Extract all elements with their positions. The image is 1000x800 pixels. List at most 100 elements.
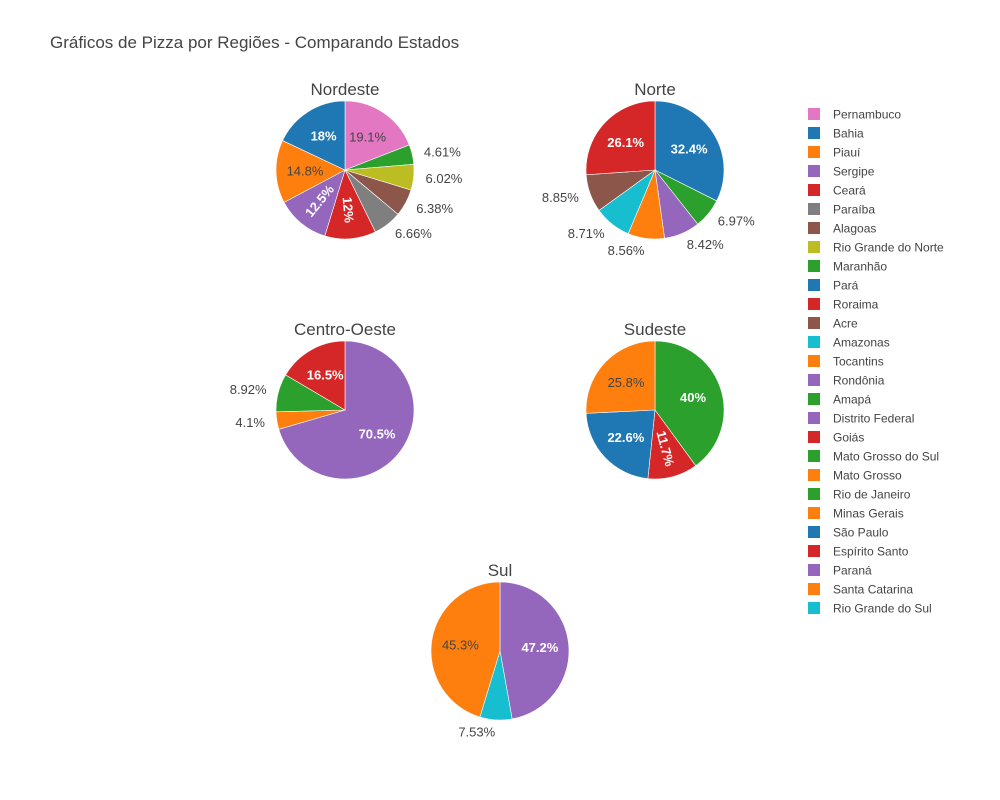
pie-slice-minas-gerais[interactable] — [585, 340, 656, 414]
legend-swatch-goias[interactable] — [808, 431, 820, 443]
legend-swatch-minas-gerais[interactable] — [808, 507, 820, 519]
legend-swatch-acre[interactable] — [808, 317, 820, 329]
legend-label-rio-de-janeiro[interactable]: Rio de Janeiro — [833, 488, 911, 502]
legend-label-parana[interactable]: Paraná — [833, 564, 872, 578]
legend-swatch-rio-grande-do-sul[interactable] — [808, 602, 820, 614]
legend-label-espirito-santo[interactable]: Espírito Santo — [833, 545, 909, 559]
legend-swatch-santa-catarina[interactable] — [808, 583, 820, 595]
legend-swatch-sao-paulo[interactable] — [808, 526, 820, 538]
slice-label-goias: 16.5% — [307, 368, 344, 383]
pie-slice-para[interactable] — [654, 100, 725, 202]
legend-label-acre[interactable]: Acre — [833, 317, 858, 331]
slice-label-maranhao: 4.61% — [424, 144, 461, 159]
pie-nordeste: Nordeste19.1%4.61%6.02%6.38%6.66%12%12.5… — [275, 80, 463, 241]
legend-swatch-alagoas[interactable] — [808, 222, 820, 234]
legend-swatch-rio-grande-do-norte[interactable] — [808, 241, 820, 253]
pie-title: Norte — [634, 80, 676, 99]
legend-swatch-maranhao[interactable] — [808, 260, 820, 272]
slice-label-minas-gerais: 25.8% — [608, 375, 645, 390]
pie-slice-pernambuco[interactable] — [344, 100, 410, 171]
slice-label-rio-grande-do-sul: 7.53% — [458, 724, 495, 739]
legend-swatch-bahia[interactable] — [808, 127, 820, 139]
legend-label-ceara[interactable]: Ceará — [833, 184, 866, 198]
legend-label-distrito-federal[interactable]: Distrito Federal — [833, 412, 914, 426]
legend-swatch-parana[interactable] — [808, 564, 820, 576]
legend-swatch-amazonas[interactable] — [808, 336, 820, 348]
legend-swatch-mato-grosso-do-sul[interactable] — [808, 450, 820, 462]
legend-label-minas-gerais[interactable]: Minas Gerais — [833, 507, 904, 521]
slice-label-acre: 8.85% — [542, 190, 579, 205]
pie-title: Sudeste — [624, 320, 686, 339]
legend-swatch-paraiba[interactable] — [808, 203, 820, 215]
legend-swatch-rondonia[interactable] — [808, 374, 820, 386]
legend-label-rio-grande-do-sul[interactable]: Rio Grande do Sul — [833, 602, 932, 616]
pie-charts-group: Nordeste19.1%4.61%6.02%6.38%6.66%12%12.5… — [230, 80, 755, 739]
slice-label-ceara: 12% — [340, 196, 357, 224]
legend-label-mato-grosso[interactable]: Mato Grosso — [833, 469, 902, 483]
legend-label-pernambuco[interactable]: Pernambuco — [833, 108, 901, 122]
slice-label-amapa: 6.97% — [718, 214, 755, 229]
slice-label-mato-grosso: 4.1% — [235, 415, 265, 430]
slice-label-santa-catarina: 45.3% — [442, 638, 479, 653]
legend-swatch-amapa[interactable] — [808, 393, 820, 405]
legend-swatch-roraima[interactable] — [808, 298, 820, 310]
slice-label-alagoas: 6.38% — [416, 201, 453, 216]
slice-label-rondonia: 8.42% — [687, 237, 724, 252]
legend-swatch-piaui[interactable] — [808, 146, 820, 158]
slice-label-piaui: 14.8% — [287, 164, 324, 179]
legend-label-paraiba[interactable]: Paraíba — [833, 203, 875, 217]
legend-label-alagoas[interactable]: Alagoas — [833, 222, 876, 236]
pie-slice-roraima[interactable] — [585, 100, 656, 176]
slice-label-paraiba: 6.66% — [395, 226, 432, 241]
legend-label-amapa[interactable]: Amapá — [833, 393, 871, 407]
legend[interactable]: Pernambuco Bahia Piauí Sergipe Ceará Paraíba A… — [808, 108, 944, 616]
pie-norte: Norte 32.4% 6.97% 8.42% 8.56%8.71% 8.85% 26.1% — [542, 80, 755, 258]
legend-label-sergipe[interactable]: Sergipe — [833, 165, 875, 179]
legend-label-piaui[interactable]: Piauí — [833, 146, 861, 160]
legend-label-maranhao[interactable]: Maranhão — [833, 260, 887, 274]
legend-label-bahia[interactable]: Bahia — [833, 127, 864, 141]
legend-swatch-tocantins[interactable] — [808, 355, 820, 367]
slice-label-amazonas: 8.71% — [568, 226, 605, 241]
pie-title: Centro-Oeste — [294, 320, 396, 339]
legend-swatch-rio-de-janeiro[interactable] — [808, 488, 820, 500]
legend-label-para[interactable]: Pará — [833, 279, 859, 293]
legend-label-tocantins[interactable]: Tocantins — [833, 355, 884, 369]
slice-label-bahia: 18% — [311, 129, 337, 144]
legend-label-rio-grande-do-norte[interactable]: Rio Grande do Norte — [833, 241, 944, 255]
pie-title: Nordeste — [311, 80, 380, 99]
legend-label-rondonia[interactable]: Rondônia — [833, 374, 885, 388]
pie-slice-santa-catarina[interactable] — [430, 581, 501, 718]
legend-swatch-espirito-santo[interactable] — [808, 545, 820, 557]
slice-label-roraima: 26.1% — [607, 135, 644, 150]
chart-main-title: Gráficos de Pizza por Regiões - Comparan… — [50, 33, 460, 52]
pie-centro-oeste: Centro-Oeste 70.5% 4.1% 8.92% 16.5% — [230, 320, 415, 480]
pie-slice-rio-de-janeiro[interactable] — [654, 340, 725, 467]
pie-slice-distrito-federal[interactable] — [278, 340, 415, 480]
legend-swatch-para[interactable] — [808, 279, 820, 291]
legend-label-mato-grosso-do-sul[interactable]: Mato Grosso do Sul — [833, 450, 939, 464]
pie-slice-parana[interactable] — [499, 581, 570, 720]
pie-slice-goias[interactable] — [285, 340, 346, 411]
slice-label-tocantins: 8.56% — [608, 243, 645, 258]
legend-swatch-pernambuco[interactable] — [808, 108, 820, 120]
slice-label-rio-de-janeiro: 40% — [680, 390, 706, 405]
legend-label-sao-paulo[interactable]: São Paulo — [833, 526, 889, 540]
legend-swatch-sergipe[interactable] — [808, 165, 820, 177]
slice-label-distrito-federal: 70.5% — [359, 427, 396, 442]
pie-slice-sao-paulo[interactable] — [585, 409, 656, 479]
slice-label-parana: 47.2% — [521, 640, 558, 655]
pie-slice-bahia[interactable] — [282, 100, 346, 171]
legend-label-amazonas[interactable]: Amazonas — [833, 336, 890, 350]
legend-label-santa-catarina[interactable]: Santa Catarina — [833, 583, 913, 597]
slice-label-mato-grosso-do-sul: 8.92% — [230, 382, 267, 397]
legend-swatch-ceara[interactable] — [808, 184, 820, 196]
pie-slice-piaui[interactable] — [275, 140, 346, 203]
legend-swatch-mato-grosso[interactable] — [808, 469, 820, 481]
legend-swatch-distrito-federal[interactable] — [808, 412, 820, 424]
legend-label-goias[interactable]: Goiás — [833, 431, 864, 445]
legend-label-roraima[interactable]: Roraima — [833, 298, 879, 312]
